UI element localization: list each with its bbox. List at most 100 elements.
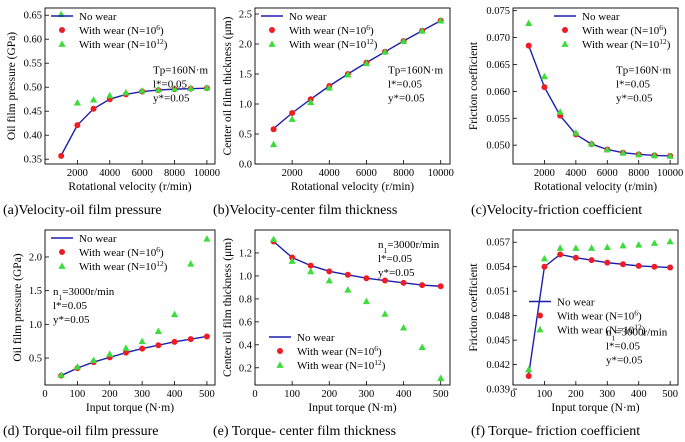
y-tick-label: 0.6 bbox=[239, 317, 252, 328]
data-point-dot bbox=[187, 336, 194, 343]
series-dot bbox=[525, 251, 674, 380]
annotation-text: Tp=160N·m bbox=[153, 65, 209, 77]
annotation-text: l*=0.05 bbox=[606, 340, 641, 352]
series-line bbox=[60, 335, 208, 377]
annotation-text: n bbox=[378, 239, 384, 251]
chart-d: 0 100 200 300 400 500 0.5 1.0 1.5 2.0 Input torque… bbox=[3, 229, 216, 439]
data-point-triangle bbox=[122, 88, 130, 96]
data-point-dot bbox=[572, 254, 579, 261]
legend-entry-text: With wear (N=10 bbox=[79, 25, 157, 37]
data-point-dot bbox=[635, 262, 642, 269]
series-line bbox=[273, 240, 441, 287]
legend-entry-sup: 12 bbox=[659, 37, 667, 46]
legend-entry-close: ) bbox=[164, 261, 168, 273]
series-tri bbox=[57, 235, 211, 378]
legend-dot-swatch bbox=[537, 312, 543, 319]
y-tick-label: 0.0 bbox=[239, 160, 252, 171]
plot-frame bbox=[44, 229, 216, 386]
x-tick-label: 2000 bbox=[534, 168, 555, 179]
data-point-triangle bbox=[154, 86, 162, 93]
y-tick-label: 0.039 bbox=[486, 385, 510, 396]
panel-caption: (b)Velocity-center film thickness bbox=[213, 203, 397, 218]
data-point-dot bbox=[400, 279, 407, 286]
data-point-triangle bbox=[399, 323, 408, 331]
data-point-triangle bbox=[362, 59, 371, 67]
chart-c: 2000 4000 6000 8000 10000 0.050 0.055 0.060 0.06… bbox=[468, 6, 683, 218]
data-point-triangle bbox=[540, 254, 549, 262]
legend-entry-text: With wear (N=10 bbox=[289, 25, 367, 37]
y-tick-label: 1.2 bbox=[239, 248, 252, 259]
data-point-triangle bbox=[170, 310, 179, 318]
legend-entry: No wear bbox=[582, 11, 620, 23]
legend-entry-text: No wear bbox=[289, 11, 327, 23]
legend-entry: With wear (N=1012) bbox=[557, 322, 646, 337]
x-tick-label: 300 bbox=[599, 389, 615, 400]
legend-entry-close: ) bbox=[378, 346, 382, 358]
y-tick-label: 0.40 bbox=[24, 131, 42, 142]
y-axis-label: Oil film pressure (GPa) bbox=[12, 253, 24, 361]
x-tick-label: 2000 bbox=[67, 168, 88, 179]
y-tick-label: 0.057 bbox=[486, 238, 510, 249]
data-point-triangle bbox=[525, 365, 533, 373]
series-line bbox=[60, 87, 207, 156]
series-tri bbox=[525, 19, 674, 159]
legend-entry-sup: 12 bbox=[374, 358, 382, 367]
y-tick-label: 0.050 bbox=[486, 141, 510, 152]
data-point-triangle bbox=[106, 91, 114, 99]
annotation-text: y*=0.05 bbox=[388, 93, 425, 105]
y-tick-label: 0.070 bbox=[486, 33, 510, 44]
legend-dot-swatch bbox=[59, 27, 65, 33]
data-point-triangle bbox=[572, 244, 580, 251]
y-axis-label: Center oil film thickness (μm) bbox=[222, 16, 234, 155]
data-point-dot bbox=[651, 263, 658, 270]
series-line bbox=[273, 19, 442, 130]
legend-entry-sup: 12 bbox=[156, 259, 164, 268]
legend-entry-sup: 6 bbox=[659, 23, 663, 32]
data-point-dot bbox=[326, 268, 333, 275]
chart-b: 2000 4000 6000 8000 10000 0.0 0.5 1.0 1.5 2.0 2.5 R… bbox=[213, 7, 454, 218]
data-point-dot bbox=[307, 262, 314, 269]
data-point-triangle bbox=[635, 150, 643, 158]
plot-frame bbox=[254, 7, 451, 165]
data-point-dot bbox=[74, 122, 81, 129]
series-line bbox=[273, 19, 442, 130]
data-point-triangle bbox=[307, 267, 315, 275]
legend-entry-text: No wear bbox=[582, 11, 620, 23]
annotation-line: n1=3000r/min bbox=[606, 326, 668, 342]
legend-entry: With wear (N=106) bbox=[582, 23, 667, 38]
x-tick-label: 6000 bbox=[597, 168, 618, 179]
legend-entry-sup: 6 bbox=[156, 245, 160, 254]
legend-entry-text: No wear bbox=[557, 297, 595, 309]
x-tick-label: 200 bbox=[321, 389, 337, 400]
annotation-line: l*=0.05 bbox=[378, 253, 413, 265]
y-tick-label: 0.045 bbox=[486, 336, 510, 347]
data-point-dot bbox=[588, 257, 595, 264]
data-point-dot bbox=[203, 333, 210, 340]
legend-entry-close: ) bbox=[382, 360, 386, 372]
annotation-line: Tp=160N·m bbox=[388, 65, 444, 77]
legend-entry-sup: 12 bbox=[366, 37, 374, 46]
plot-frame bbox=[512, 7, 679, 165]
legend-triangle-swatch bbox=[276, 361, 284, 368]
legend-entry-text: With wear (N=10 bbox=[79, 261, 157, 273]
data-point-dot bbox=[90, 105, 97, 112]
x-tick-label: 10000 bbox=[194, 168, 220, 179]
annotation-line: y*=0.05 bbox=[616, 93, 653, 105]
legend-entry-text: With wear (N=10 bbox=[557, 325, 635, 337]
data-point-dot bbox=[525, 42, 532, 49]
legend-entry-close: ) bbox=[160, 25, 164, 37]
annotation-line: l*=0.05 bbox=[616, 79, 651, 91]
x-axis-label: Input torque (N·m) bbox=[308, 402, 396, 414]
data-point-dot bbox=[557, 251, 564, 258]
data-point-dot bbox=[363, 275, 370, 282]
y-tick-label: 0.5 bbox=[239, 130, 252, 141]
legend-entry-close: ) bbox=[667, 39, 671, 51]
legend-entry: With wear (N=106) bbox=[289, 23, 374, 38]
annotation-line: n1=3000r/min bbox=[378, 239, 440, 255]
data-point-triangle bbox=[73, 98, 81, 106]
annotation-after: =3000r/min bbox=[62, 286, 115, 298]
